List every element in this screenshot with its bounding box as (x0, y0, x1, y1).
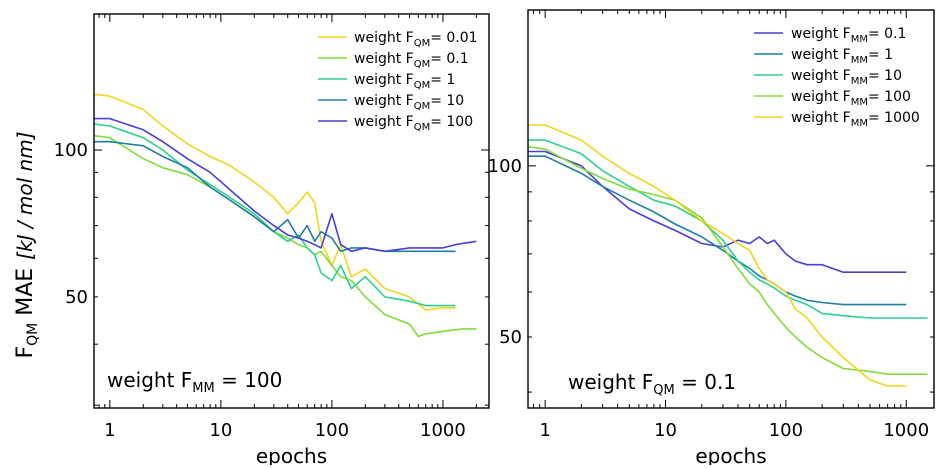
series-line-3 (528, 146, 928, 375)
x-tick-label: 100 (769, 420, 803, 441)
x-axis-label: epochs (695, 444, 766, 465)
series-line-1 (528, 155, 907, 306)
x-tick-label: 1000 (420, 420, 466, 441)
y-ticks (528, 165, 934, 393)
y-tick-label: 100 (54, 140, 88, 161)
series-line-4 (94, 117, 477, 253)
x-ticks (98, 14, 477, 408)
y-axis-label: FQM MAE[kJ / mol nm] (13, 131, 41, 358)
legend-entry: weight FMM= 0.1 (791, 26, 906, 45)
legend-entry: weight FMM= 10 (791, 68, 902, 87)
series-line-1 (94, 134, 477, 338)
plot-frame (527, 9, 935, 409)
x-tick-label: 1 (104, 420, 115, 441)
x-tick-label: 1 (539, 420, 550, 441)
series-line-2 (528, 139, 928, 319)
series-lines (528, 124, 928, 387)
legend-entry: weight FQM= 0.1 (354, 51, 469, 70)
legend-entry: weight FMM= 1 (791, 47, 893, 66)
x-tick-label: 100 (315, 420, 349, 441)
y-tick-label: 50 (499, 327, 522, 348)
y-ticks (94, 149, 489, 406)
legend-entry: weight FMM= 1000 (791, 110, 920, 129)
legend: weight FMM= 0.1 weight FMM= 1 weight FMM= … (754, 26, 920, 129)
plot-frame (93, 13, 490, 409)
panel-annotation: weight FQM = 0.1 (568, 370, 736, 398)
x-tick-label: 1000 (883, 420, 929, 441)
legend-entry: weight FQM= 0.01 (354, 30, 478, 49)
legend-entry: weight FQM= 100 (354, 114, 473, 133)
y-tick-label: 100 (488, 156, 522, 177)
legend: weight FQM= 0.01 weight FQM= 0.1 weight FQ… (318, 30, 478, 133)
x-axis-label: epochs (256, 444, 327, 465)
panel-annotation: weight FMM = 100 (107, 368, 282, 396)
series-lines (94, 93, 477, 338)
x-tick-label: 10 (209, 420, 232, 441)
series-line-3 (94, 140, 456, 253)
x-ticks (533, 10, 907, 408)
x-tick-label: 10 (654, 420, 677, 441)
legend-entry: weight FMM= 100 (791, 89, 911, 108)
series-line-0 (528, 150, 907, 273)
legend-entry: weight FQM= 1 (354, 72, 455, 91)
series-line-0 (94, 93, 456, 311)
y-tick-label: 50 (65, 287, 88, 308)
legend-entry: weight FQM= 10 (354, 93, 464, 112)
series-line-2 (94, 123, 456, 307)
series-line-4 (528, 124, 907, 387)
